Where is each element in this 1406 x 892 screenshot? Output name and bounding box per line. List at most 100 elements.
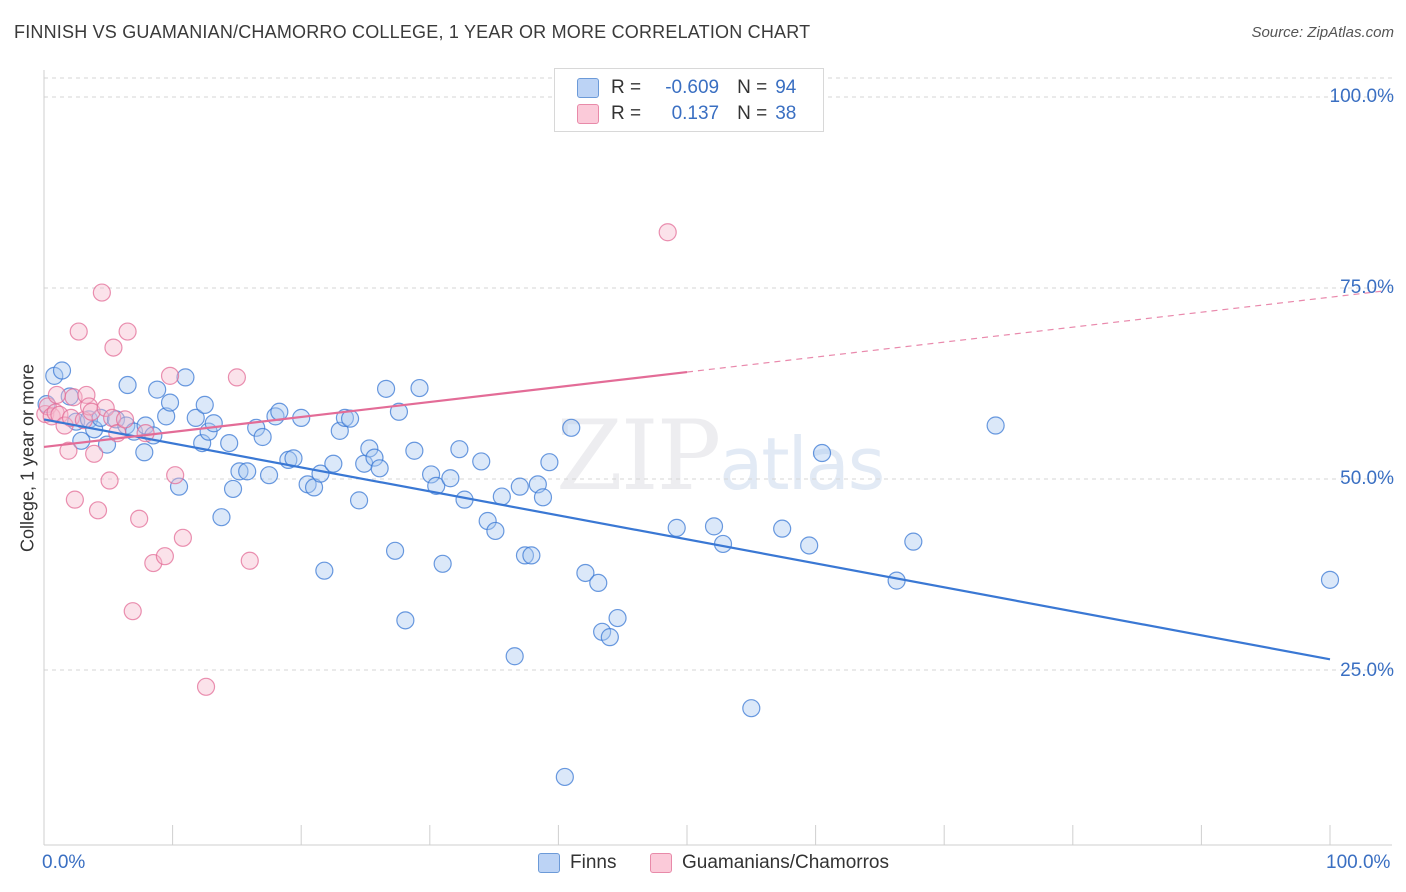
legend-label-guamanians: Guamanians/Chamorros <box>682 852 889 873</box>
watermark: ZIPatlas <box>556 400 885 512</box>
finns-point <box>157 407 176 426</box>
guamanian-point <box>59 441 78 460</box>
finns-point <box>1320 570 1340 589</box>
x-tick-label: 100.0% <box>1326 852 1391 873</box>
finns-point <box>492 487 511 506</box>
finns-point <box>667 518 686 537</box>
guamanian-point <box>130 509 149 528</box>
finns-point <box>505 647 524 666</box>
finns-point <box>478 511 497 531</box>
guamanian-point <box>100 471 119 490</box>
finns-point <box>223 479 243 499</box>
finns-point <box>315 561 334 580</box>
n-value: 38 <box>775 103 797 124</box>
r-value: -0.609 <box>665 77 720 98</box>
finns-point <box>385 541 405 560</box>
finns-point <box>486 521 505 541</box>
n-label: N = <box>737 103 768 124</box>
finns-point <box>533 488 553 507</box>
finns-point <box>441 469 460 488</box>
guamanian-point <box>88 501 108 520</box>
finns-point <box>118 375 137 395</box>
guamanian-point <box>155 547 174 566</box>
guamanian-point <box>123 602 142 621</box>
finns-point <box>608 608 627 628</box>
finns-point <box>160 393 180 412</box>
guamanian-trend-line <box>43 370 688 449</box>
guamanian-point <box>69 322 88 341</box>
finns-swatch <box>538 853 560 873</box>
guamanians-swatch <box>577 104 599 124</box>
finns-point <box>220 433 239 453</box>
finns-point <box>169 477 189 496</box>
x-tick-label: 0.0% <box>42 852 86 873</box>
finns-point <box>742 699 761 718</box>
guamanian-point <box>144 553 163 573</box>
finns-point <box>555 767 574 787</box>
r-value: 0.137 <box>671 103 720 124</box>
chart-title: FINNISH VS GUAMANIAN/CHAMORRO COLLEGE, 1… <box>14 22 811 42</box>
guamanians-swatch <box>650 853 672 873</box>
finns-point <box>253 427 272 447</box>
finns-point <box>576 563 595 583</box>
y-tick-label: 100.0% <box>1329 86 1394 107</box>
guamanian-point <box>65 490 84 509</box>
finns-point <box>510 477 529 496</box>
finns-point <box>195 395 214 414</box>
finns-point <box>396 611 415 630</box>
finns-point <box>800 536 819 555</box>
finns-point <box>370 459 389 478</box>
finns-point <box>148 380 167 399</box>
finns-point <box>522 546 541 565</box>
guamanian-point <box>82 402 101 421</box>
guamanian-point <box>115 410 135 429</box>
guamanian-point <box>160 366 180 385</box>
finns-point <box>135 443 154 462</box>
finns-point <box>600 628 619 647</box>
guamanian-point <box>658 223 677 242</box>
finns-point <box>324 454 343 473</box>
finns-point <box>773 519 792 538</box>
finns-point <box>405 441 424 460</box>
source-credit: Source: ZipAtlas.com <box>1251 24 1394 41</box>
n-label: N = <box>737 77 768 98</box>
r-label: R = <box>611 103 642 124</box>
guamanian-point <box>104 338 123 357</box>
finns-point <box>986 416 1005 435</box>
finns-point <box>812 443 832 463</box>
finns-point <box>562 418 581 437</box>
finns-point <box>212 508 231 527</box>
finns-point <box>365 448 384 467</box>
legend-label-finns: Finns <box>570 852 617 873</box>
finns-point <box>589 573 608 593</box>
guamanian-trend-extension <box>686 290 1383 373</box>
guamanian-point <box>92 283 111 302</box>
y-axis-label: College, 1 year or more <box>17 363 38 553</box>
legend-item-guamanians[interactable]: Guamanians/Chamorros <box>650 852 889 874</box>
watermark-zip: ZIP <box>556 400 721 512</box>
finns-trend-line <box>43 418 1331 661</box>
finns-point <box>472 452 491 471</box>
finns-point <box>349 491 369 510</box>
guamanian-point <box>96 398 115 418</box>
guamanian-point <box>85 444 104 463</box>
finns-point <box>450 440 469 459</box>
watermark-atlas: atlas <box>719 422 885 506</box>
r-label: R = <box>611 77 642 98</box>
guamanian-point <box>227 368 246 387</box>
guamanian-point <box>196 677 216 696</box>
finns-point <box>238 462 257 481</box>
finns-point <box>204 414 223 433</box>
finns-point <box>340 409 360 428</box>
finns-point <box>186 408 205 427</box>
guamanian-point <box>240 551 259 570</box>
finns-point <box>335 408 355 427</box>
finns-point <box>421 465 441 484</box>
finns-point <box>410 378 429 398</box>
y-tick-label: 75.0% <box>1340 277 1394 298</box>
finns-point <box>259 466 279 485</box>
legend-item-finns[interactable]: Finns <box>538 852 616 874</box>
finns-point <box>427 476 446 495</box>
finns-point <box>704 517 724 536</box>
